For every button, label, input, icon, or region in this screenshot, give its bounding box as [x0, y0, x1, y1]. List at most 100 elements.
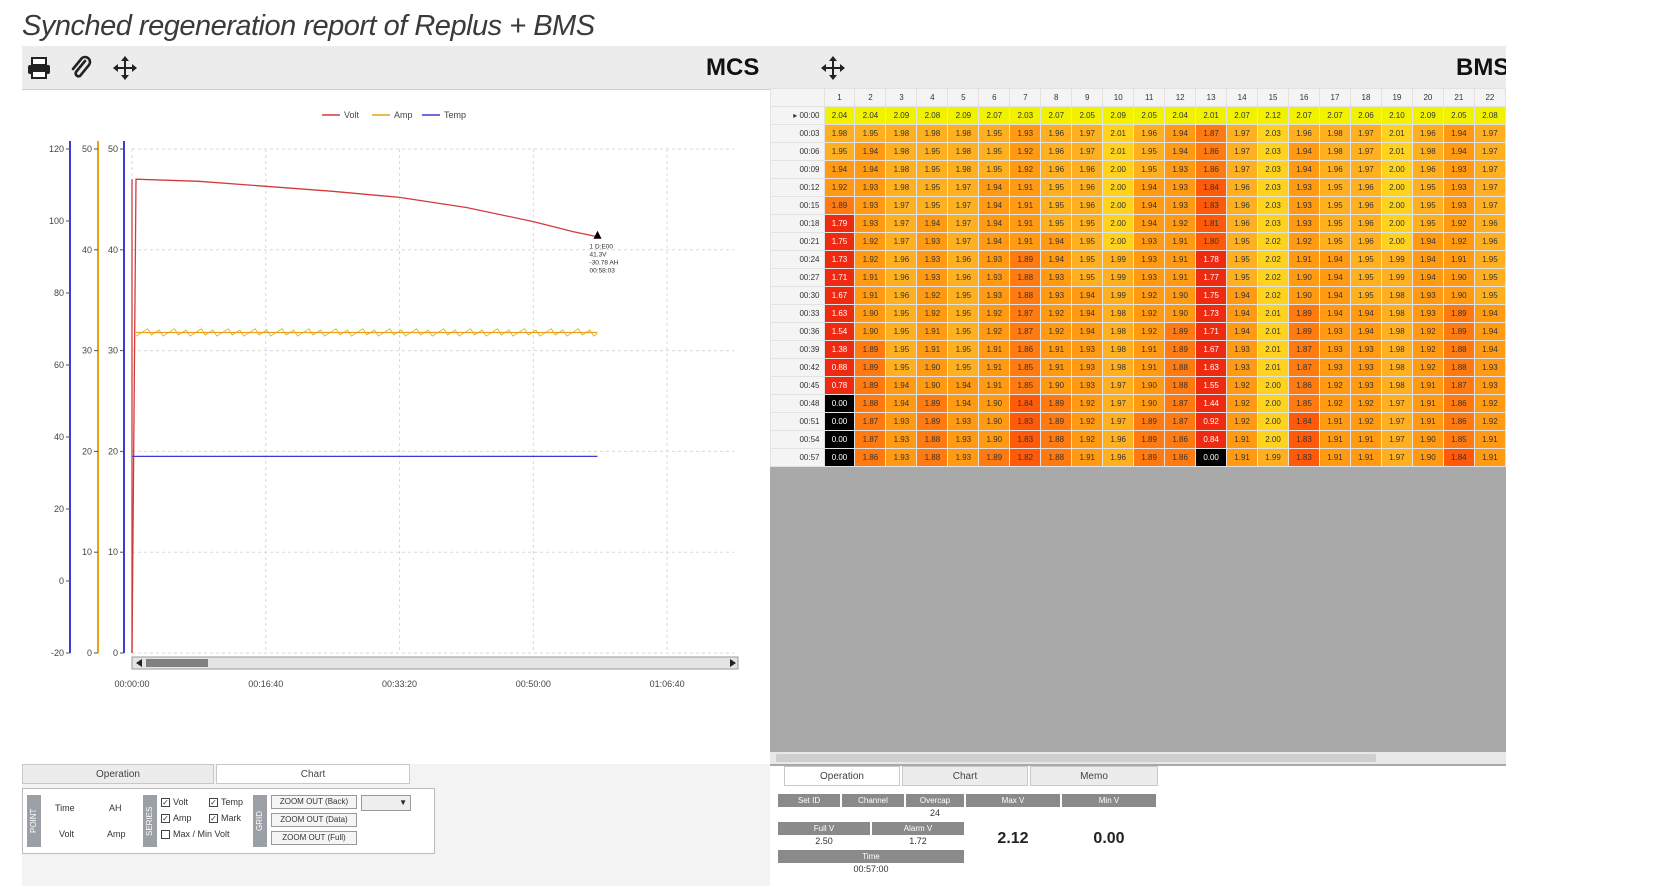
cell-voltage: 2.01	[1257, 358, 1290, 377]
checkbox-amp[interactable]: ✓ Amp	[161, 813, 192, 823]
checkbox-mark[interactable]: ✓ Mark	[209, 813, 241, 823]
table-row[interactable]: 00:39 1.38 1.89 1.95 1.91 1.95 1.91 1.86 1.91 1.9…	[770, 340, 1506, 359]
table-row[interactable]: 00:54 0.00 1.87 1.93 1.88 1.93 1.90 1.83 1.88 1.9…	[770, 430, 1506, 449]
cell-voltage: 1.90	[1164, 286, 1197, 305]
cell-voltage: 1.96	[1226, 214, 1259, 233]
checkbox-max-min-volt[interactable]: Max / Min Volt	[161, 829, 230, 839]
cell-voltage: 2.00	[1380, 232, 1413, 251]
cell-voltage: 2.00	[1102, 160, 1135, 179]
tab-operation[interactable]: Operation	[22, 764, 214, 784]
cell-voltage: 2.05	[1442, 106, 1475, 125]
table-row[interactable]: 00:45 0.78 1.89 1.94 1.90 1.94 1.91 1.85 1.90 1.9…	[770, 376, 1506, 395]
move-icon[interactable]	[110, 53, 140, 83]
table-row[interactable]: 00:42 0.88 1.89 1.95 1.90 1.95 1.91 1.85 1.91 1.9…	[770, 358, 1506, 377]
cell-voltage: 1.95	[1319, 232, 1351, 251]
table-row[interactable]: 00:30 1.67 1.91 1.96 1.92 1.95 1.93 1.88 1.93 1.9…	[770, 286, 1506, 305]
tab-operation[interactable]: Operation	[784, 766, 900, 786]
cell-voltage: 1.96	[1040, 160, 1073, 179]
cell-voltage: 1.98	[1102, 340, 1135, 359]
cell-voltage: 1.90	[1442, 286, 1475, 305]
checkbox-temp[interactable]: ✓ Temp	[209, 797, 244, 807]
cell-voltage: 2.01	[1257, 304, 1290, 323]
table-row[interactable]: 00:18 1.79 1.93 1.97 1.94 1.97 1.94 1.91 1.95 1.9…	[770, 214, 1506, 233]
cell-voltage: 2.00	[1257, 412, 1290, 431]
tab-chart[interactable]: Chart	[902, 766, 1028, 786]
point-volt[interactable]: Volt	[59, 829, 75, 839]
table-row[interactable]: 00:12 1.92 1.93 1.98 1.95 1.97 1.94 1.91 1.95 1.9…	[770, 178, 1506, 197]
bms-bottom-panel: Operation Chart Memo Set ID Channel Over…	[770, 766, 1506, 886]
cell-voltage: 1.94	[1411, 268, 1444, 287]
cell-voltage: 1.94	[978, 232, 1011, 251]
table-row[interactable]: 00:15 1.89 1.93 1.97 1.95 1.97 1.94 1.91 1.95 1.9…	[770, 196, 1506, 215]
row-time: 00:21	[770, 232, 825, 251]
grid-select[interactable]: ▼	[361, 795, 411, 811]
cell-voltage: 1.89	[978, 448, 1011, 467]
checkbox-volt[interactable]: ✓ Volt	[161, 797, 189, 807]
row-time: 00:51	[770, 412, 825, 431]
cell-voltage: 1.89	[854, 340, 887, 359]
move-icon[interactable]	[818, 53, 848, 83]
cell-voltage: 1.95	[1040, 214, 1073, 233]
zoom-out-data-button[interactable]: ZOOM OUT (Data)	[271, 813, 357, 827]
table-row[interactable]: ▸ 00:00 2.04 2.04 2.09 2.08 2.09 2.07 2.03 2.07 2…	[770, 106, 1506, 125]
printer-icon[interactable]	[24, 53, 54, 83]
annotation-line: 1 D:E00	[590, 244, 614, 251]
horizontal-scrollbar[interactable]	[770, 752, 1506, 764]
cell-voltage: 1.93	[1164, 196, 1197, 215]
table-row[interactable]: 00:51 0.00 1.87 1.93 1.89 1.93 1.90 1.83 1.89 1.9…	[770, 412, 1506, 431]
zoom-out-full-button[interactable]: ZOOM OUT (Full)	[271, 831, 357, 845]
tab-chart[interactable]: Chart	[216, 764, 410, 784]
cell-voltage: 1.91	[1009, 196, 1042, 215]
cell-voltage: 2.01	[1380, 142, 1413, 161]
column-header: 18	[1349, 88, 1382, 107]
table-row[interactable]: 00:06 1.95 1.94 1.98 1.95 1.98 1.95 1.92 1.96 1.9…	[770, 142, 1506, 161]
table-row[interactable]: 00:03 1.98 1.95 1.98 1.98 1.98 1.95 1.93 1.96 1.9…	[770, 124, 1506, 143]
table-row[interactable]: 00:21 1.75 1.92 1.97 1.93 1.97 1.94 1.91 1.94 1.9…	[770, 232, 1506, 251]
cell-voltage: 1.94	[978, 214, 1011, 233]
cell-voltage: 1.91	[978, 376, 1011, 395]
cell-voltage: 2.07	[1288, 106, 1320, 125]
cell-voltage: 1.71	[1195, 322, 1228, 341]
cell-voltage: 1.73	[1195, 304, 1228, 323]
table-row[interactable]: 00:09 1.94 1.94 1.98 1.95 1.98 1.95 1.92 1.96 1.9…	[770, 160, 1506, 179]
cell-voltage: 2.00	[1380, 214, 1413, 233]
cell-voltage: 1.89	[1288, 304, 1320, 323]
cell-voltage: 2.09	[947, 106, 980, 125]
grid-group-label: GRID	[253, 795, 267, 847]
y-tick-label: -20	[51, 648, 64, 658]
cell-voltage: 1.93	[947, 430, 980, 449]
cell-voltage: 1.86	[1442, 394, 1475, 413]
cell-voltage: 1.98	[1380, 322, 1413, 341]
table-row[interactable]: 00:57 0.00 1.86 1.93 1.88 1.93 1.89 1.82 1.88 1.9…	[770, 448, 1506, 467]
cell-voltage: 1.86	[854, 448, 887, 467]
x-tick-label: 01:06:40	[650, 679, 685, 689]
table-row[interactable]: 00:33 1.63 1.90 1.95 1.92 1.95 1.92 1.87 1.92 1.9…	[770, 304, 1506, 323]
cell-voltage: 1.94	[1133, 178, 1166, 197]
cell-voltage: 2.07	[1040, 106, 1073, 125]
annotation-line: 00:58:03	[590, 268, 616, 275]
point-time[interactable]: Time	[55, 803, 75, 813]
table-row[interactable]: 00:27 1.71 1.91 1.96 1.93 1.96 1.93 1.88 1.93 1.9…	[770, 268, 1506, 287]
mcs-chart[interactable]: 00:00:00 00:16:40 00:33:20 00:50:00 01:06:40…	[22, 91, 822, 803]
zoom-out-back-button[interactable]: ZOOM OUT (Back)	[271, 795, 357, 809]
cell-voltage: 0.00	[823, 448, 856, 467]
tab-memo[interactable]: Memo	[1030, 766, 1158, 786]
line-chart: 00:00:00 00:16:40 00:33:20 00:50:00 01:06:40…	[49, 110, 739, 689]
cell-voltage: 1.89	[1040, 412, 1073, 431]
scrollbar-thumb[interactable]	[776, 754, 1376, 762]
cell-voltage: 1.99	[1102, 286, 1135, 305]
table-row[interactable]: 00:24 1.73 1.92 1.96 1.93 1.96 1.93 1.89 1.94 1.9…	[770, 250, 1506, 269]
cell-voltage: 1.92	[1442, 214, 1475, 233]
cell-voltage: 2.01	[1102, 142, 1135, 161]
point-ah[interactable]: AH	[109, 803, 122, 813]
point-amp[interactable]: Amp	[107, 829, 126, 839]
mcs-panel: MCS 00:00:00 00:16:40 00:33:20 00:50:00 01:0…	[22, 46, 822, 886]
table-row[interactable]: 00:36 1.54 1.90 1.95 1.91 1.95 1.92 1.87 1.92 1.9…	[770, 322, 1506, 341]
paperclip-icon[interactable]	[66, 53, 96, 83]
table-row[interactable]: 00:48 0.00 1.88 1.94 1.89 1.94 1.90 1.84 1.89 1.9…	[770, 394, 1506, 413]
cell-voltage: 0.84	[1195, 430, 1228, 449]
cell-voltage: 1.94	[916, 214, 949, 233]
cell-voltage: 1.88	[916, 430, 949, 449]
cell-voltage: 1.94	[1349, 304, 1382, 323]
bms-cell-grid[interactable]: 1 2 3 4 5 6 7 8 9 10 11 12 13 14 15 16 17 18 19 20 21 22 ▸ 00…	[770, 88, 1506, 766]
